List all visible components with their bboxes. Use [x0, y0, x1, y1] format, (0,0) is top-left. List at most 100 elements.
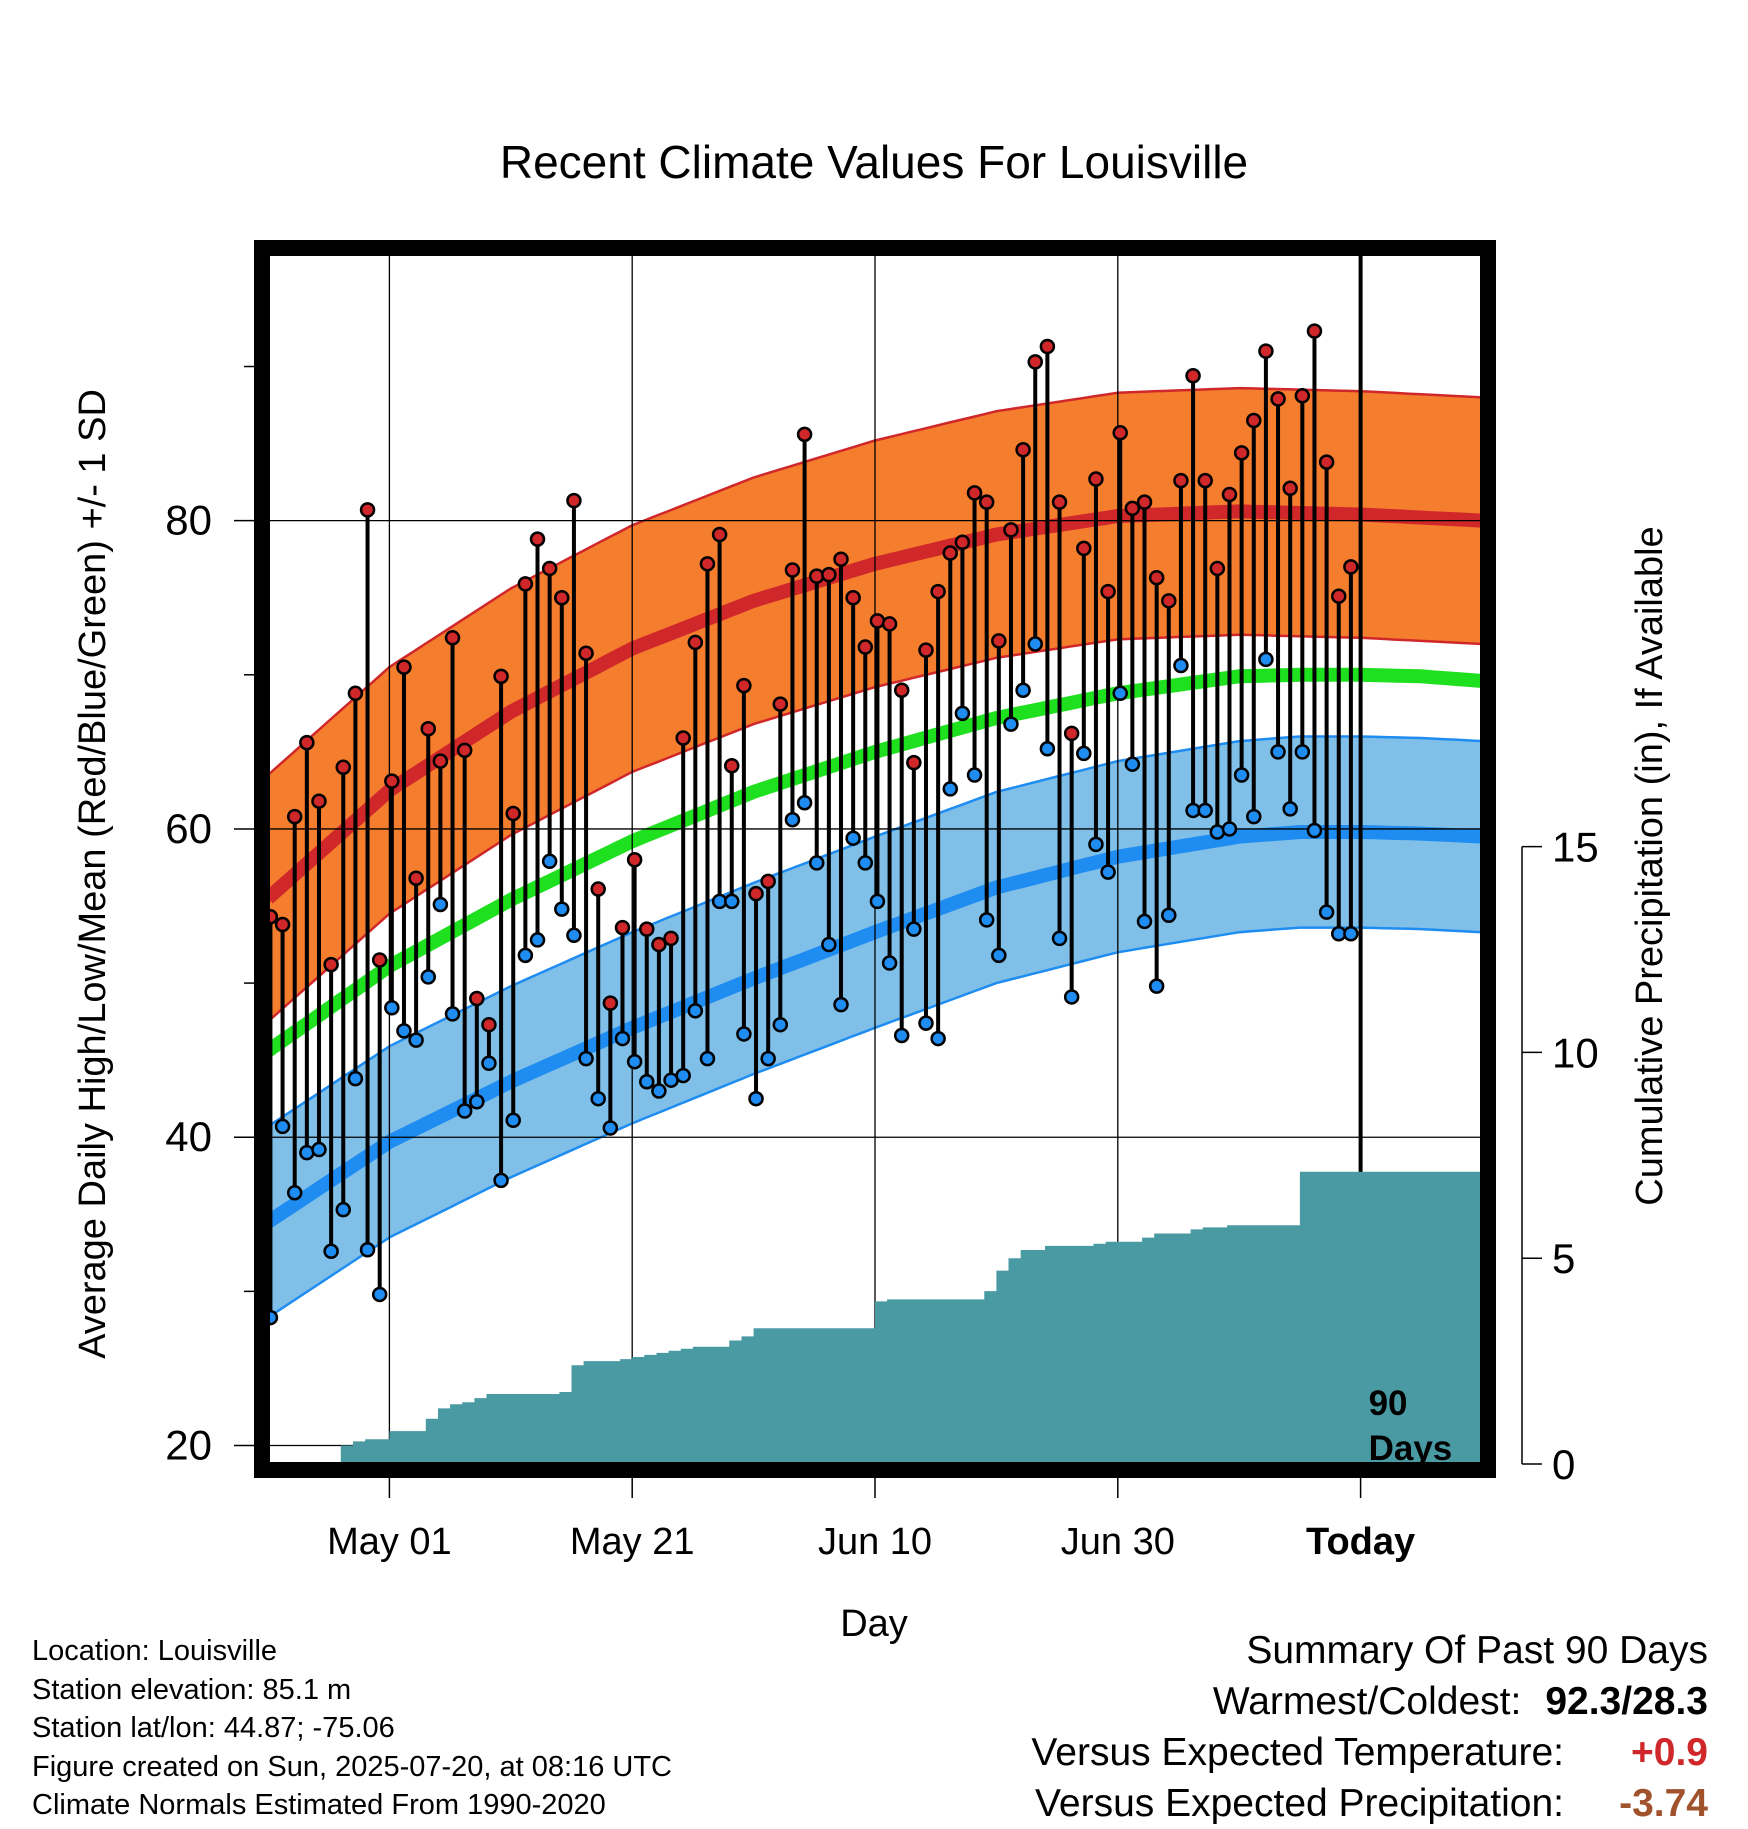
low-point: [1112, 685, 1128, 702]
low-point: [954, 705, 971, 722]
high-point: [991, 633, 1007, 649]
day-range: [711, 526, 728, 910]
y2-tick-label: 5: [1552, 1235, 1575, 1282]
low-point: [699, 1050, 716, 1067]
low-point: [1258, 651, 1274, 668]
high-point: [1148, 569, 1165, 586]
day-range: [1015, 442, 1031, 698]
low-point: [371, 1286, 388, 1303]
high-point: [930, 583, 946, 600]
high-point: [1185, 368, 1201, 384]
low-point: [1015, 682, 1031, 698]
high-point: [1112, 425, 1128, 441]
high-point: [663, 930, 679, 947]
day-range: [529, 531, 546, 948]
high-point: [408, 870, 424, 887]
low-point: [274, 1118, 291, 1135]
day-range: [821, 566, 837, 953]
high-point: [833, 551, 849, 567]
day-range: [699, 556, 716, 1067]
day-range: [1343, 559, 1359, 942]
x-tick-label: Today: [1306, 1521, 1415, 1563]
y-tick-label: 20: [165, 1422, 212, 1469]
low-point: [1318, 904, 1335, 920]
low-point: [335, 1201, 352, 1218]
high-point: [323, 956, 339, 973]
low-point: [1221, 821, 1238, 837]
high-point: [286, 808, 303, 825]
high-point: [772, 696, 789, 712]
low-point: [1173, 657, 1189, 674]
axes: 20 40 60 80 0 5 10 15 May 01 May 21 Jun 10 Jun 30 To…: [165, 365, 1599, 1563]
day-range: [1148, 569, 1165, 994]
low-point: [311, 1141, 327, 1158]
day-range: [1258, 343, 1274, 668]
high-point: [881, 616, 898, 632]
x-tick-label: May 21: [570, 1521, 695, 1563]
low-point: [796, 794, 813, 811]
high-point: [1027, 354, 1043, 370]
day-range: [323, 956, 339, 1260]
elevation-text: Station elevation: 85.1 m: [32, 1673, 352, 1706]
low-point: [444, 1006, 461, 1022]
day-range: [274, 916, 291, 1135]
low-point: [1003, 716, 1019, 732]
day-range: [456, 742, 473, 1119]
high-point: [796, 426, 813, 443]
day-range: [578, 645, 594, 1067]
frame-border: [254, 240, 1496, 1478]
high-point: [699, 556, 716, 572]
low-point: [323, 1243, 339, 1260]
low-point: [1233, 767, 1250, 783]
day-range: [845, 589, 861, 846]
low-point: [1161, 907, 1177, 924]
day-range: [359, 502, 376, 1258]
temp-row: Versus Expected Temperature: +0.9: [1031, 1727, 1708, 1778]
high-point: [1221, 486, 1238, 503]
low-point: [760, 1050, 776, 1067]
day-range: [1136, 494, 1153, 930]
daily-ranges: 90 Days: [262, 323, 1452, 1468]
x-tick-label: May 01: [327, 1521, 452, 1563]
precipitation-area: [268, 1171, 1482, 1464]
low-point: [772, 1016, 789, 1033]
low-point: [833, 996, 849, 1013]
day-range: [1294, 388, 1311, 760]
day-range: [335, 759, 352, 1218]
high-point: [845, 589, 861, 606]
high-point: [1246, 412, 1262, 429]
high-point: [384, 773, 400, 789]
low-point: [1246, 808, 1262, 825]
low-point: [784, 811, 801, 828]
day-range: [1088, 471, 1104, 853]
low-point: [602, 1120, 619, 1136]
high-point: [1270, 391, 1286, 407]
high-point: [723, 757, 740, 774]
day-range: [857, 639, 874, 871]
day-range: [396, 659, 412, 1039]
day-range: [651, 936, 667, 1099]
low-point: [1148, 978, 1165, 994]
high-point: [1124, 500, 1141, 517]
day-range: [432, 753, 449, 913]
low-point: [505, 1112, 521, 1129]
low-point: [396, 1023, 412, 1039]
day-range: [991, 633, 1007, 964]
y-tick-label: 40: [165, 1113, 212, 1160]
precip-value: -3.74: [1619, 1782, 1708, 1825]
normals-text: Climate Normals Estimated From 1990-2020: [32, 1789, 606, 1821]
day-range: [505, 805, 521, 1129]
low-point: [1306, 822, 1323, 839]
high-point: [602, 995, 619, 1011]
day-range: [614, 919, 631, 1047]
day-range: [1161, 593, 1177, 924]
high-point: [614, 919, 631, 936]
high-point: [1209, 560, 1226, 577]
high-point: [687, 634, 704, 651]
low-point: [1294, 744, 1311, 760]
high-point: [529, 531, 546, 547]
day-range: [723, 757, 740, 910]
day-range: [554, 589, 570, 917]
day-range: [1003, 522, 1019, 732]
day-range: [311, 793, 327, 1158]
